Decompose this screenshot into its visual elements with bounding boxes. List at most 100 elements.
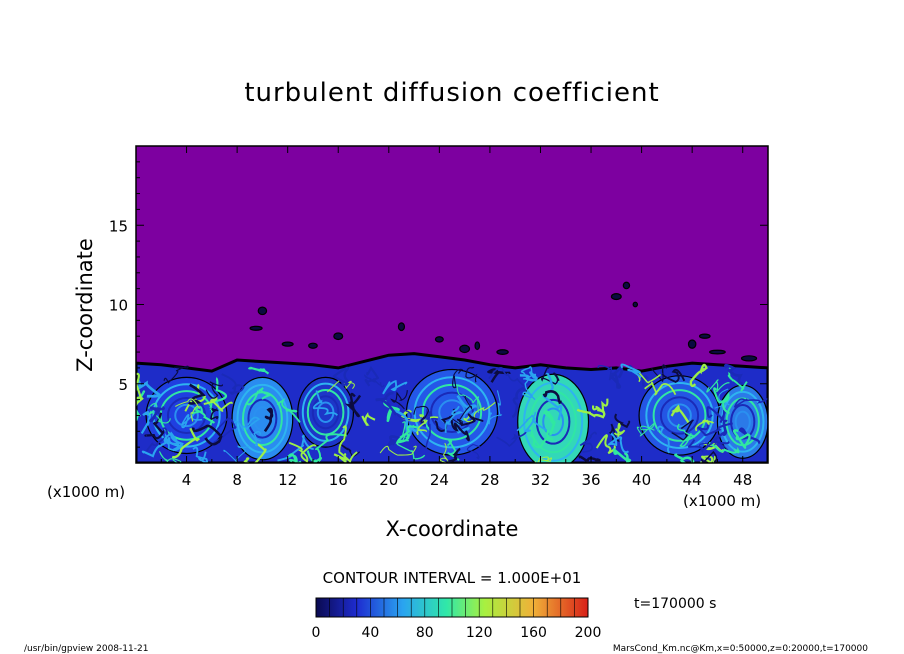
x-tick-label: 24 [430,471,449,489]
turbulence-filament [733,397,768,408]
detached-plume [459,344,471,354]
detached-plume [281,341,294,347]
convective-cell [236,383,289,454]
detached-plume [333,332,344,341]
turbulence-filament [276,397,301,423]
footer-right: MarsCond_Km.nc@Km,x=0:50000,z=0:20000,t=… [613,644,868,654]
detached-plume [622,281,631,290]
y-axis: 5 10 15 [109,161,768,448]
turbulence-filament [636,422,655,437]
turbulent-layer [136,281,768,463]
turbulence-filament [732,429,751,449]
detached-plume [709,349,726,355]
convective-cell [645,381,714,449]
turbulence-filament [516,411,537,432]
detached-plume [740,355,758,362]
turbulence-filament [245,387,272,406]
turbulence-filament [159,451,182,463]
turbulence-filament [233,416,261,432]
colorbar-tick-label: 80 [416,625,434,641]
convective-cell [667,403,692,428]
convective-cell [311,395,340,430]
turbulence-filament [644,381,677,396]
convective-cell [542,407,565,437]
turbulence-filament [455,410,477,434]
convective-cell [174,403,199,428]
convective-cell [659,396,700,435]
turbulence-filament [203,396,233,412]
x-tick-label: 4 [182,471,192,489]
turbulence-filament [700,450,718,463]
turbulence-filament [456,385,479,414]
turbulence-filament [579,431,597,453]
turbulence-filament [609,366,624,389]
turbulence-filament [191,405,216,424]
turbulence-filament [488,390,503,425]
x-unit-left: (x1000 m) [47,483,125,501]
colorbar-tick-label: 200 [575,625,602,641]
y-tick-label: 15 [109,217,128,235]
turbulence-filament [714,388,730,409]
turbulence-filament [708,441,740,454]
turbulence-filament [620,363,642,379]
turbulence-filament [247,366,270,375]
turbulence-filament [413,405,430,423]
turbulence-filament [147,402,171,424]
turbulence-filament [614,413,631,429]
convective-cell [306,388,345,436]
x-tick-label: 16 [329,471,348,489]
turbulence-filament [364,374,385,388]
x-tick-label: 8 [232,471,242,489]
turbulence-filament [496,430,528,447]
turbulence-filament [223,445,249,462]
x-axis: 4 8 12 16 20 24 28 32 36 40 44 48 [160,146,752,489]
colorbar-tick-label: 120 [466,625,493,641]
y-tick-label: 10 [109,297,128,315]
convective-cell [297,376,355,448]
turbulence-filament [192,446,208,463]
turbulence-filament [250,431,262,447]
turbulence-filament [395,425,419,444]
turbulence-filament [312,390,339,416]
turbulence-filament [465,366,478,383]
turbulence-filament [141,432,173,458]
turbulence-filament [706,379,730,393]
turbulence-filament [670,404,690,424]
turbulence-filament [488,366,527,388]
turbulence-filament [522,374,536,401]
detached-plume [434,336,444,343]
colorbar: 0 40 80 120 160 200 [312,597,602,641]
x-tick-label: 32 [531,471,550,489]
turbulence-filament [332,366,350,387]
turbulence-filament [379,445,417,456]
colorbar-ticks: 0 40 80 120 160 200 [312,598,602,641]
turbulence-filament [344,392,362,418]
detached-plume [474,341,481,351]
turbulence-filament [452,368,464,389]
turbulence-filament [375,391,398,416]
turbulence-filament [382,379,408,395]
turbulence-filament [576,408,606,419]
turbulence-filament [338,425,358,463]
turbulence-filament [674,453,695,463]
footer-left: /usr/bin/gpview 2008-11-21 [24,644,148,654]
turbulence-filament [450,420,470,442]
detached-plume [610,293,622,301]
turbulence-filament [149,406,165,423]
turbulence-filament [175,398,201,422]
turbulence-filament [534,456,553,463]
turbulence-filament [597,364,620,386]
colorbar-tick-label: 160 [520,625,547,641]
turbulence-filament [677,423,696,448]
turbulence-filament [205,381,224,399]
turbulence-filament [315,433,347,459]
turbulence-filament [542,390,562,405]
turbulence-filament [243,443,267,463]
y-tick-label: 5 [118,376,128,394]
x-tick-label: 48 [733,471,752,489]
turbulence-filament [661,368,686,383]
turbulence-filament [613,447,632,463]
turbulence-filament [578,455,601,463]
colorbar-frame [315,597,589,618]
